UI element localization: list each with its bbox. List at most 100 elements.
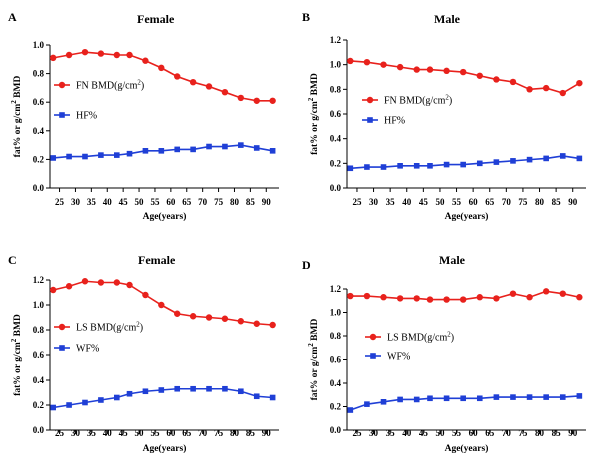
chart-panel-d: D Male 0.0 0.2 0.4 0.6 0.8 1.0 1.2 25 30 35 40 45 50 55… — [302, 253, 586, 454]
y-tick-label: 0.0 — [330, 183, 342, 193]
data-point — [347, 57, 354, 65]
data-point — [113, 279, 120, 286]
data-point — [174, 310, 181, 317]
legend-label: FN BMD(g/cm2) — [384, 94, 452, 107]
x-tick-label: 35 — [386, 197, 396, 207]
data-point — [142, 148, 149, 154]
data-point — [542, 288, 550, 295]
data-point — [576, 79, 583, 87]
data-point — [49, 54, 57, 62]
data-point — [190, 385, 196, 392]
data-point — [126, 281, 133, 289]
data-point — [221, 88, 229, 96]
data-point — [347, 165, 354, 172]
data-point — [396, 295, 404, 302]
x-tick-label: 80 — [230, 428, 240, 438]
data-point — [65, 51, 73, 59]
data-point — [66, 402, 72, 408]
data-point — [189, 313, 197, 320]
x-tick-label: 70 — [198, 428, 208, 438]
x-tick-label: 60 — [469, 428, 479, 438]
x-tick-label: 55 — [452, 428, 462, 438]
data-point — [50, 155, 56, 161]
series-1 — [50, 142, 276, 161]
data-point — [493, 76, 500, 83]
y-tick-label: 1.0 — [33, 40, 45, 50]
data-point — [253, 97, 260, 104]
x-tick-label: 25 — [352, 197, 362, 207]
x-tick-label: 75 — [518, 197, 528, 207]
x-tick-label: 65 — [485, 197, 495, 207]
data-point — [413, 66, 420, 73]
data-point — [237, 318, 245, 325]
legend-entry: HF% — [362, 116, 405, 127]
data-point — [158, 148, 165, 154]
data-point — [174, 73, 181, 80]
data-point — [82, 153, 88, 160]
chart-panel-c: C Female 0.0 0.2 0.4 0.6 0.8 1.0 1.2 25 30 35 40 45 50… — [8, 253, 279, 454]
x-tick-label: 40 — [103, 428, 113, 438]
x-tick-label: 35 — [386, 428, 396, 438]
data-point — [559, 394, 566, 400]
data-point — [221, 315, 229, 322]
x-tick-label: 80 — [535, 197, 545, 207]
series-0 — [347, 57, 583, 97]
y-tick-label: 0.0 — [33, 425, 45, 435]
y-axis-label: fat% or g/cm2 BMD — [10, 76, 23, 158]
x-tick-label: 35 — [87, 428, 97, 438]
data-point — [459, 296, 467, 303]
data-point — [158, 301, 165, 309]
legend-marker — [366, 96, 374, 104]
x-tick-label: 50 — [435, 197, 445, 207]
data-point — [347, 407, 354, 413]
data-point — [526, 86, 533, 93]
data-point — [510, 158, 516, 164]
data-point — [142, 57, 149, 64]
y-axis-label: fat% or g/cm2 BMD — [10, 314, 23, 396]
series-0 — [49, 278, 276, 329]
data-point — [443, 395, 450, 402]
data-point — [206, 143, 212, 150]
x-tick-label: 55 — [150, 428, 160, 438]
legend-label: FN BMD(g/cm2) — [76, 79, 144, 92]
x-tick-label: 25 — [55, 428, 65, 438]
x-tick-label: 75 — [214, 428, 224, 438]
legend-marker — [58, 81, 66, 89]
y-tick-label: 0.2 — [33, 154, 45, 164]
y-tick-label: 1.2 — [33, 275, 45, 285]
legend-marker — [370, 353, 376, 359]
y-tick-label: 0.4 — [33, 375, 45, 385]
y-tick-label: 0.6 — [330, 355, 342, 365]
x-tick-label: 40 — [402, 428, 412, 438]
legend-marker — [58, 323, 66, 331]
x-tick-label: 70 — [198, 197, 208, 207]
y-tick-label: 0.8 — [330, 331, 342, 341]
x-tick-label: 80 — [230, 197, 240, 207]
y-tick-label: 1.0 — [330, 308, 342, 318]
y-tick-label: 1.2 — [330, 284, 342, 294]
x-tick-label: 85 — [246, 428, 256, 438]
data-point — [493, 295, 500, 302]
x-tick-label: 50 — [135, 197, 145, 207]
data-point — [510, 394, 516, 400]
data-point — [397, 163, 403, 169]
x-tick-label: 90 — [568, 197, 578, 207]
x-tick-label: 80 — [535, 428, 545, 438]
y-tick-label: 0.0 — [330, 425, 342, 435]
data-point — [459, 68, 467, 76]
x-tick-label: 45 — [419, 197, 429, 207]
panel-title: Male — [434, 12, 461, 26]
data-point — [113, 394, 120, 401]
panel-title: Female — [138, 253, 176, 267]
legend-entry: FN BMD(g/cm2) — [362, 94, 452, 107]
series-1 — [347, 393, 583, 413]
y-tick-label: 1.2 — [330, 35, 342, 45]
legend-entry: WF% — [365, 352, 410, 363]
series-1 — [347, 153, 583, 172]
data-point — [397, 396, 403, 403]
data-point — [443, 161, 450, 168]
series-line — [53, 51, 273, 102]
data-point — [222, 143, 228, 150]
series-0 — [347, 288, 583, 303]
